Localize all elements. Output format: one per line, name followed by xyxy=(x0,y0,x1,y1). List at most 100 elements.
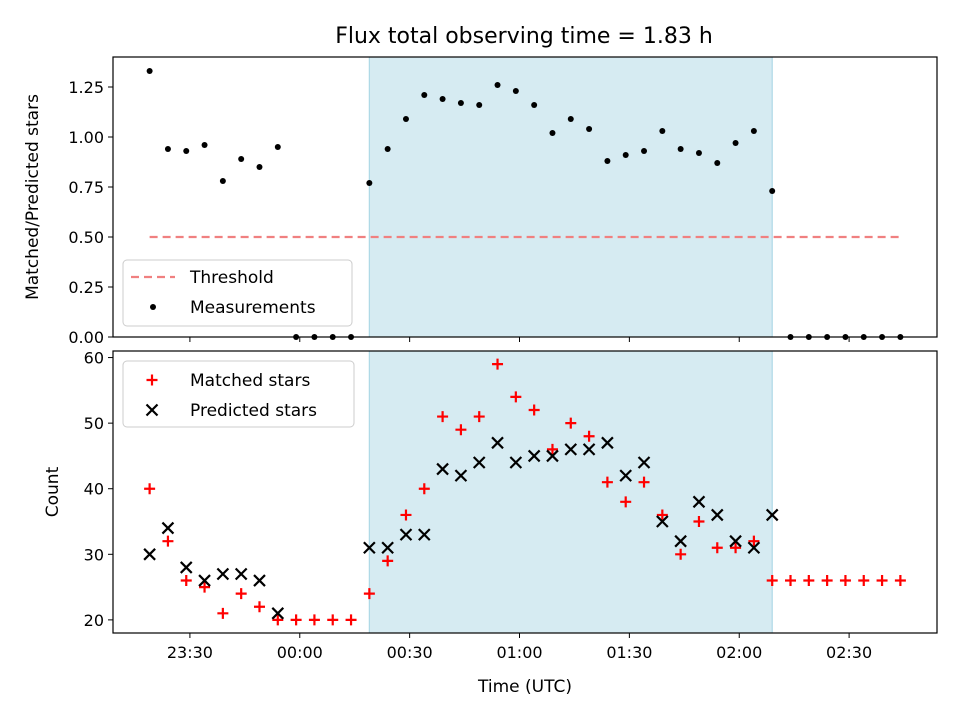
matched-star-point xyxy=(546,443,558,455)
matched-star-point xyxy=(418,483,430,495)
predicted-star-point xyxy=(619,469,632,482)
count-panel: 20 30 40 50 60 23:30 00:00 00:30 01:00 01:30 02:0… xyxy=(43,349,938,697)
count-x-tick-label: 02:30 xyxy=(826,643,872,662)
matched-star-point xyxy=(693,516,705,528)
measurement-point xyxy=(402,116,409,122)
matched-star-point xyxy=(473,411,485,423)
matched-star-point xyxy=(656,509,668,521)
legend-threshold-label: Threshold xyxy=(189,268,274,288)
measurement-point xyxy=(274,144,281,150)
measurement-point xyxy=(604,158,611,164)
predicted-star-point xyxy=(527,449,541,463)
ratio-y-axis-label: Matched/Predicted stars xyxy=(23,94,43,300)
predicted-star-point xyxy=(253,574,266,587)
measurement-point xyxy=(476,102,483,108)
measurement-point xyxy=(641,148,648,154)
matched-star-point xyxy=(253,601,265,613)
measurement-point xyxy=(183,148,190,154)
observing-window-shade-top xyxy=(369,57,773,337)
predicted-star-point xyxy=(564,443,578,456)
predicted-star-point xyxy=(472,456,486,469)
predicted-star-point xyxy=(234,567,248,581)
predicted-star-point xyxy=(143,548,156,561)
matched-star-point xyxy=(162,535,174,547)
matched-star-point xyxy=(492,358,504,370)
measurement-point xyxy=(659,128,666,134)
predicted-star-point xyxy=(765,508,779,522)
count-y-tick-label: 60 xyxy=(84,349,104,368)
measurement-point xyxy=(512,88,519,94)
matched-star-point xyxy=(821,575,833,587)
measurement-point xyxy=(256,164,263,170)
predicted-star-point xyxy=(363,541,376,555)
predicted-star-point xyxy=(546,449,559,463)
measurement-point xyxy=(531,102,538,108)
ratio-y-tick-label: 0.50 xyxy=(68,228,104,247)
measurement-point xyxy=(567,116,574,122)
measurement-point xyxy=(695,150,702,156)
matched-star-point xyxy=(638,476,650,488)
time-x-axis-label: Time (UTC) xyxy=(477,677,572,697)
count-y-tick-label: 40 xyxy=(84,480,104,499)
matched-star-point xyxy=(400,509,412,521)
measurement-point xyxy=(750,128,757,134)
count-y-axis-label: Count xyxy=(43,466,63,517)
matched-star-point xyxy=(437,411,449,423)
measurement-point xyxy=(366,180,373,186)
matched-star-point xyxy=(345,614,357,626)
matched-star-point xyxy=(510,391,522,403)
count-x-tick-label: 01:30 xyxy=(606,643,652,662)
legend-box xyxy=(122,360,355,428)
measurement-point xyxy=(439,96,446,102)
matched-star-point xyxy=(675,548,687,560)
predicted-star-point xyxy=(674,534,687,548)
ratio-legend: Threshold Measurements xyxy=(122,259,353,327)
matched-star-point xyxy=(327,614,339,626)
measurement-point xyxy=(494,82,501,88)
matched-star-point xyxy=(217,607,229,619)
matched-star-point xyxy=(894,575,906,587)
matched-star-point xyxy=(272,614,284,626)
count-x-tick-label: 02:00 xyxy=(716,643,762,662)
count-y-tick-label: 50 xyxy=(84,414,104,433)
measurement-point xyxy=(201,142,208,148)
measurement-point xyxy=(146,68,153,74)
measurement-point xyxy=(219,178,226,184)
ratio-panel-frame xyxy=(112,56,938,338)
matched-star-point xyxy=(711,542,723,554)
legend-predicted-label: Predicted stars xyxy=(190,401,317,421)
predicted-star-point xyxy=(399,528,413,541)
measurement-point xyxy=(714,160,721,166)
chart-title: Flux total observing time = 1.83 h xyxy=(335,24,713,49)
matched-star-point xyxy=(180,575,192,587)
predicted-star-point xyxy=(381,541,394,555)
observing-window-shade-bottom xyxy=(369,351,773,633)
legend-box xyxy=(122,259,353,327)
ratio-y-tick-label: 0.00 xyxy=(68,328,104,347)
measurement-point xyxy=(238,156,245,162)
predicted-star-point xyxy=(656,515,669,528)
count-y-tick-label: 20 xyxy=(84,611,104,630)
ratio-y-tick-label: 1.25 xyxy=(68,78,104,97)
ratio-y-tick-label: 1.00 xyxy=(68,128,104,147)
measurement-point xyxy=(457,100,464,106)
ratio-y-tick-label: 0.25 xyxy=(68,278,104,297)
legend-measurement-label: Measurements xyxy=(190,298,316,318)
predicted-star-point xyxy=(271,607,285,620)
predicted-star-point xyxy=(418,528,431,541)
predicted-star-point xyxy=(601,436,614,450)
measurement-point xyxy=(622,152,629,158)
measurement-point xyxy=(384,146,391,152)
legend-measurement-swatch xyxy=(150,304,156,310)
matched-star-point xyxy=(235,588,247,600)
matched-star-point xyxy=(308,614,320,626)
predicted-star-point xyxy=(454,469,468,482)
measurement-point xyxy=(421,92,428,98)
ratio-y-tick-label: 0.75 xyxy=(68,178,104,197)
matched-star-point xyxy=(620,496,632,508)
measurement-point xyxy=(549,130,556,136)
predicted-star-point xyxy=(509,456,523,469)
matched-star-point xyxy=(290,614,302,626)
predicted-star-point xyxy=(710,508,724,522)
